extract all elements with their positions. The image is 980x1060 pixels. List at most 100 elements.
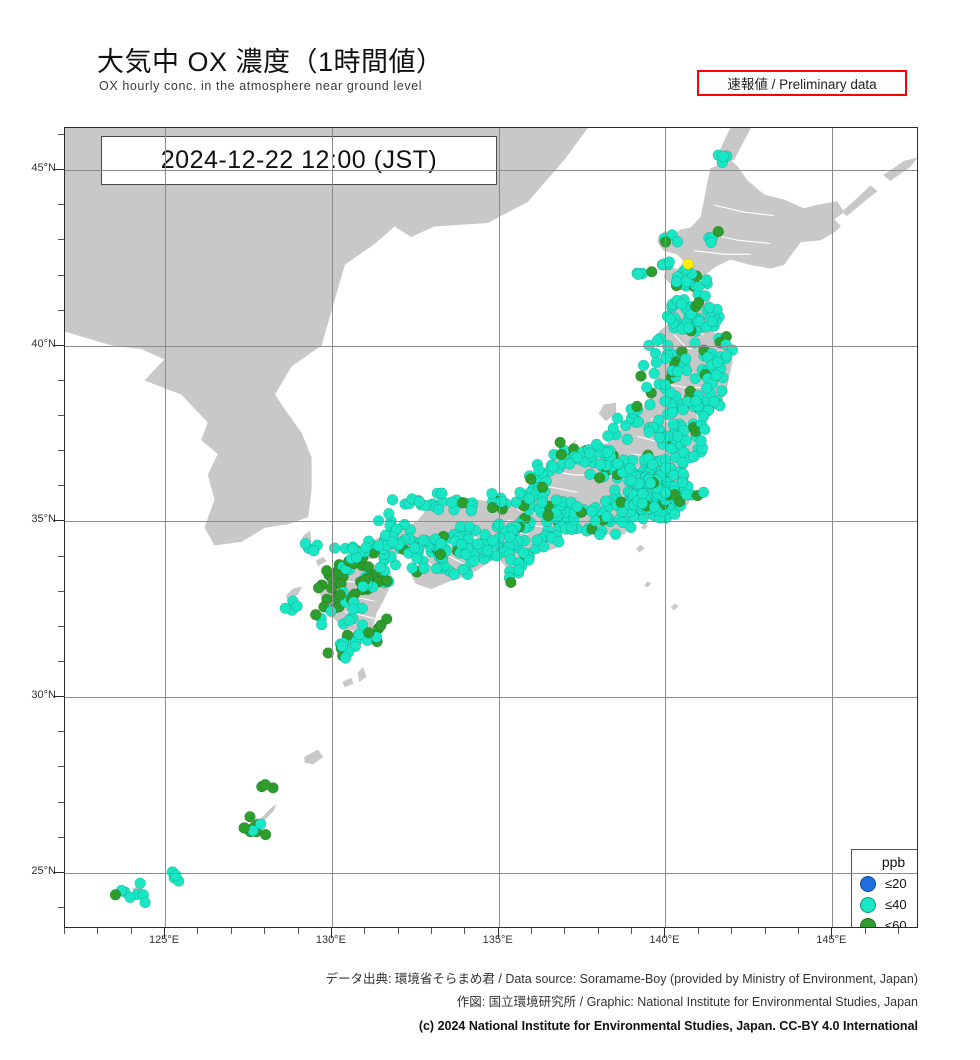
station-marker[interactable] — [413, 496, 425, 508]
station-marker[interactable] — [523, 554, 535, 566]
station-marker[interactable] — [571, 501, 583, 513]
station-marker[interactable] — [680, 353, 692, 365]
station-marker[interactable] — [139, 896, 151, 909]
station-marker[interactable] — [607, 422, 619, 434]
station-marker[interactable] — [418, 562, 430, 574]
station-marker[interactable] — [325, 605, 337, 617]
station-marker[interactable] — [711, 356, 724, 368]
station-marker[interactable] — [693, 280, 705, 293]
station-marker[interactable] — [347, 603, 359, 615]
station-marker[interactable] — [504, 531, 516, 543]
station-marker[interactable] — [457, 563, 469, 576]
station-marker[interactable] — [666, 406, 679, 419]
station-marker[interactable] — [632, 416, 645, 428]
station-marker[interactable] — [244, 811, 256, 823]
station-marker[interactable] — [680, 276, 693, 288]
station-marker[interactable] — [621, 433, 633, 446]
station-marker[interactable] — [347, 543, 359, 555]
station-marker[interactable] — [659, 379, 671, 391]
station-marker[interactable] — [717, 150, 729, 163]
station-marker[interactable] — [542, 509, 554, 522]
station-marker[interactable] — [680, 489, 693, 501]
station-marker[interactable] — [536, 496, 548, 508]
station-marker[interactable] — [322, 647, 334, 659]
station-marker[interactable] — [716, 385, 728, 397]
station-marker[interactable] — [689, 425, 702, 437]
station-marker[interactable] — [601, 446, 613, 459]
station-marker[interactable] — [486, 487, 498, 500]
station-marker[interactable] — [326, 582, 338, 594]
station-marker[interactable] — [637, 513, 649, 525]
station-marker[interactable] — [675, 298, 688, 310]
station-marker[interactable] — [312, 582, 325, 594]
station-marker[interactable] — [650, 356, 662, 369]
station-marker[interactable] — [710, 369, 722, 381]
station-marker[interactable] — [643, 339, 655, 351]
station-marker[interactable] — [586, 505, 598, 518]
station-marker[interactable] — [653, 431, 666, 444]
station-marker[interactable] — [676, 476, 689, 488]
station-marker[interactable] — [373, 540, 385, 552]
station-marker[interactable] — [584, 447, 596, 459]
station-marker[interactable] — [692, 297, 705, 309]
station-marker[interactable] — [663, 256, 675, 268]
station-marker[interactable] — [624, 462, 636, 475]
station-marker[interactable] — [648, 367, 660, 379]
station-marker[interactable] — [699, 290, 711, 302]
station-marker[interactable] — [170, 869, 182, 881]
station-marker[interactable] — [667, 418, 680, 430]
station-marker[interactable] — [381, 575, 393, 587]
station-marker[interactable] — [417, 534, 429, 546]
station-marker[interactable] — [555, 448, 567, 461]
station-marker[interactable] — [671, 236, 684, 248]
station-marker[interactable] — [434, 548, 447, 560]
station-marker[interactable] — [644, 398, 656, 411]
station-marker[interactable] — [682, 258, 694, 270]
station-marker[interactable] — [386, 536, 399, 548]
station-marker[interactable] — [353, 628, 366, 641]
station-marker[interactable] — [495, 496, 507, 508]
station-marker[interactable] — [637, 488, 649, 500]
station-marker[interactable] — [697, 410, 710, 423]
station-marker[interactable] — [695, 435, 707, 447]
station-marker[interactable] — [609, 528, 622, 540]
station-marker[interactable] — [430, 562, 443, 575]
station-marker[interactable] — [536, 481, 549, 494]
station-marker[interactable] — [463, 521, 475, 533]
station-marker[interactable] — [255, 818, 267, 830]
station-marker[interactable] — [109, 889, 122, 901]
station-marker[interactable] — [635, 370, 647, 382]
station-marker[interactable] — [356, 619, 369, 631]
station-marker[interactable] — [134, 877, 146, 889]
station-marker[interactable] — [383, 507, 395, 520]
station-marker[interactable] — [644, 477, 657, 489]
station-marker[interactable] — [667, 469, 680, 481]
station-marker[interactable] — [525, 473, 537, 485]
station-marker[interactable] — [360, 541, 372, 554]
station-marker[interactable] — [357, 580, 369, 593]
station-marker[interactable] — [315, 619, 328, 631]
station-marker[interactable] — [523, 493, 535, 505]
station-marker[interactable] — [375, 619, 387, 631]
station-marker[interactable] — [538, 541, 550, 553]
station-marker[interactable] — [505, 576, 517, 589]
station-marker[interactable] — [238, 822, 250, 834]
station-marker[interactable] — [571, 451, 583, 464]
station-marker[interactable] — [671, 365, 684, 378]
station-marker[interactable] — [664, 313, 677, 325]
station-marker[interactable] — [455, 538, 468, 551]
station-marker[interactable] — [593, 472, 606, 484]
station-marker[interactable] — [408, 542, 421, 554]
station-marker[interactable] — [436, 487, 448, 499]
map-plot-area[interactable]: 2024-12-22 12:00 (JST) ppb ≤20 ≤40 ≤60 ≤… — [64, 127, 918, 928]
station-marker[interactable] — [721, 350, 733, 362]
station-marker[interactable] — [665, 442, 677, 455]
station-marker[interactable] — [363, 627, 375, 639]
station-marker[interactable] — [550, 494, 562, 506]
station-marker[interactable] — [653, 414, 665, 426]
station-marker[interactable] — [625, 475, 638, 487]
station-marker[interactable] — [259, 779, 271, 791]
station-marker[interactable] — [697, 486, 710, 498]
station-marker[interactable] — [299, 538, 311, 550]
station-marker[interactable] — [479, 529, 491, 541]
